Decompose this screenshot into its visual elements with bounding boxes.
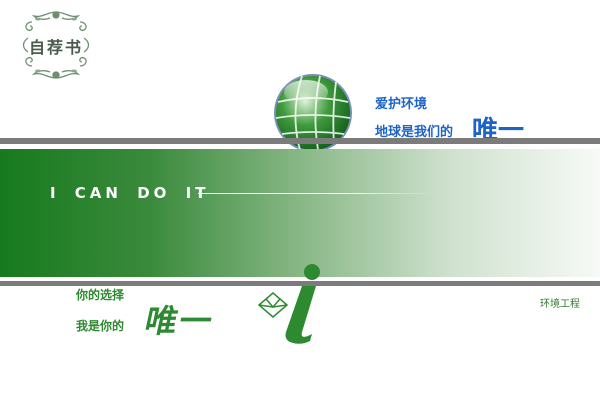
slogan-line-2: 地球是我们的	[375, 125, 454, 140]
footer-line-2: 我是你的	[76, 319, 125, 333]
envelope-icon	[257, 292, 289, 318]
logo-title: 自荐书	[28, 38, 83, 57]
banner	[0, 149, 600, 277]
divider-top	[0, 138, 600, 144]
logo: 自荐书	[18, 8, 94, 82]
info-i-icon	[285, 264, 320, 344]
footer-emphasis: 唯一	[141, 302, 218, 340]
banner-text: I CAN DO IT	[50, 184, 210, 202]
ornament-icon	[22, 11, 90, 79]
slogan-line-1: 爱护环境	[375, 97, 428, 112]
footer-line-1: 你的选择	[76, 288, 125, 302]
banner-underline	[198, 193, 436, 194]
divider-bottom	[0, 281, 600, 286]
department-label: 环境工程	[540, 299, 580, 310]
